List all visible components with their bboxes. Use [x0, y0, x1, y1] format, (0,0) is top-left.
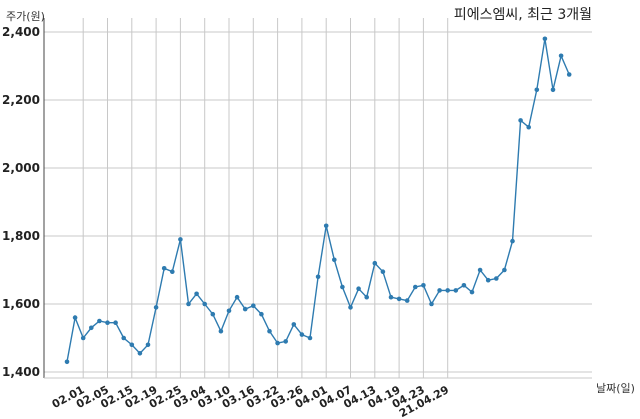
data-point [145, 342, 151, 348]
data-point [526, 124, 531, 130]
data-point [137, 351, 143, 356]
y-tick-label: 2,400 [2, 25, 40, 39]
data-point [421, 283, 426, 288]
data-point [534, 87, 540, 93]
y-tick-label: 2,200 [2, 93, 40, 107]
data-point [121, 335, 126, 341]
data-point [283, 339, 289, 344]
data-point [494, 276, 499, 281]
y-tick-label: 2,000 [2, 161, 40, 175]
data-point [267, 328, 272, 334]
data-point [186, 301, 191, 307]
data-point [380, 269, 386, 275]
data-point [242, 306, 248, 312]
data-point [404, 298, 410, 303]
data-point [178, 237, 183, 242]
data-point [226, 308, 232, 314]
data-point [558, 53, 564, 59]
data-point [89, 325, 94, 331]
data-point [485, 277, 491, 283]
data-point [356, 286, 361, 292]
data-point [510, 238, 515, 244]
data-point [210, 311, 216, 317]
price-series-line [66, 38, 570, 362]
data-point [437, 288, 442, 293]
x-axis-label: 날짜(일) [596, 382, 635, 395]
data-point [461, 283, 467, 288]
data-point [291, 322, 297, 327]
data-point [170, 269, 175, 275]
data-point [315, 274, 321, 280]
y-axis-label: 주가(원) [6, 10, 45, 23]
data-point [97, 318, 102, 324]
data-point [202, 301, 207, 307]
data-point [113, 320, 118, 326]
data-point [348, 305, 353, 310]
data-point [332, 257, 337, 263]
data-point [153, 305, 159, 310]
data-point [469, 289, 475, 295]
data-point [477, 267, 483, 273]
chart-title: 피에스엠씨, 최근 3개월 [453, 7, 592, 23]
data-point [307, 335, 313, 341]
data-point [429, 301, 434, 307]
data-point [502, 267, 507, 273]
data-point [299, 332, 305, 337]
data-point [323, 223, 329, 229]
data-point [218, 328, 224, 334]
data-point [194, 291, 199, 297]
data-point [542, 36, 548, 42]
y-tick-label: 1,400 [2, 365, 40, 379]
y-tick-label: 1,800 [2, 229, 40, 243]
data-point [453, 288, 459, 293]
data-point [129, 342, 135, 348]
data-point [105, 320, 110, 326]
y-tick-label: 1,600 [2, 297, 40, 311]
data-point [161, 266, 167, 271]
data-point [340, 284, 345, 290]
data-point [80, 335, 86, 341]
data-point [518, 118, 523, 123]
data-point [364, 294, 370, 300]
data-point [550, 87, 556, 93]
data-point [413, 284, 418, 290]
data-point [445, 288, 451, 293]
data-point [259, 311, 264, 317]
data-point [566, 72, 572, 77]
data-point [275, 340, 280, 346]
data-point [388, 294, 394, 300]
data-point [234, 294, 240, 300]
data-point [64, 359, 70, 365]
data-point [372, 260, 378, 266]
data-point [72, 315, 78, 320]
data-point [396, 296, 402, 302]
data-point [251, 303, 256, 309]
